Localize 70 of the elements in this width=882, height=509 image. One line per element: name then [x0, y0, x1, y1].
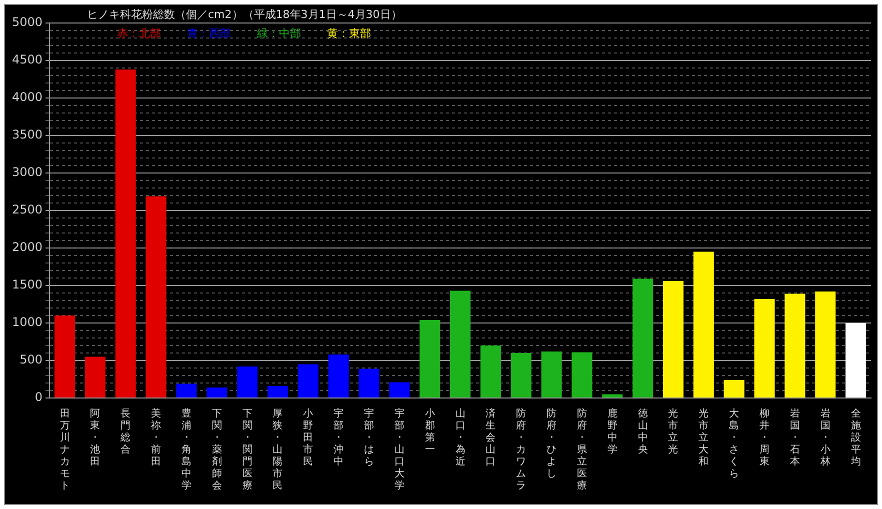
x-tick-label: 全施設平均	[850, 408, 861, 468]
x-tick-label: 防府・県立医療	[576, 408, 587, 492]
y-tick-label: 0	[34, 390, 43, 404]
x-tick-label: 防府・ひよし	[546, 408, 557, 480]
text: 青：西部	[187, 27, 231, 40]
x-tick-label: 下関・薬剤師会	[212, 408, 222, 492]
x-tick-label: 美祢・前田	[151, 408, 162, 468]
y-tick-label: 4500	[12, 52, 43, 67]
bar	[815, 292, 836, 398]
text: 赤：北部	[117, 27, 161, 40]
x-tick-label: 田万川ナカモト	[60, 408, 70, 492]
bar	[632, 278, 654, 398]
bar	[358, 368, 380, 398]
text: 黄：東部	[327, 27, 371, 40]
bar	[115, 70, 136, 398]
bar	[572, 352, 592, 398]
x-tick-label: 宇部・はら	[364, 408, 374, 468]
x-tick-label: 光市立大和	[698, 408, 709, 468]
bar	[480, 346, 501, 398]
bar	[176, 384, 197, 398]
bar	[206, 388, 228, 398]
y-tick-label: 500	[20, 352, 43, 367]
bar	[602, 394, 623, 398]
x-tick-label: 小野田市民	[303, 408, 314, 468]
y-tick-label: 4000	[12, 90, 43, 104]
bar	[328, 354, 349, 398]
y-tick-label: 3500	[12, 128, 43, 142]
x-tick-label: 厚狭・山陽市民	[272, 408, 283, 492]
x-tick-label: 徳山中央	[638, 408, 648, 456]
x-tick-label: 下関・関門医療	[242, 408, 252, 492]
bar	[267, 386, 288, 398]
bar	[510, 353, 532, 398]
x-tick-label: 大島・さくら	[729, 408, 740, 480]
bar	[146, 196, 166, 398]
bar	[662, 281, 684, 398]
y-tick-label: 2000	[12, 240, 43, 254]
y-tick-label: 1000	[12, 315, 43, 330]
bar	[237, 366, 258, 398]
y-tick-label: 5000	[12, 15, 43, 30]
bar	[784, 294, 806, 398]
x-tick-label: 阿東・池田	[90, 408, 100, 468]
x-tick-label: 豊浦・角島中学	[181, 408, 192, 492]
x-tick-label: 岩国・石本	[790, 408, 800, 468]
y-tick-label: 3000	[12, 165, 43, 180]
bar	[298, 364, 318, 398]
chart-title: ヒノキ科花粉総数（個／cm2）（平成18年3月1日～4月30日）	[87, 7, 402, 22]
x-tick-label: 柳井・周東	[760, 408, 770, 468]
x-tick-label: 岩国・小林	[819, 408, 830, 468]
x-tick-label: 山口・為近	[455, 408, 466, 468]
bar	[54, 316, 76, 398]
x-tick-label: 済生会山口	[486, 408, 496, 468]
x-tick-label: 小郡第一	[424, 408, 435, 456]
y-tick-label: 2500	[12, 202, 43, 217]
bar	[84, 356, 106, 398]
x-tick-label: 長門総合	[120, 408, 131, 456]
bar	[693, 252, 714, 398]
bar	[450, 290, 471, 398]
bar	[846, 323, 866, 398]
bar	[389, 382, 410, 398]
bar	[541, 352, 562, 398]
bar	[724, 380, 744, 398]
x-tick-label: 宇部・沖中	[334, 408, 344, 468]
text: 緑：中部	[257, 27, 301, 40]
bar	[754, 299, 775, 398]
x-tick-label: 鹿野中学	[607, 408, 618, 456]
x-tick-label: 防府・カワムラ	[516, 408, 526, 492]
bar	[420, 320, 440, 398]
x-tick-label: 宇部・山口大学	[394, 408, 404, 492]
x-tick-label: 光市立光	[668, 408, 678, 456]
y-tick-label: 1500	[12, 278, 43, 292]
